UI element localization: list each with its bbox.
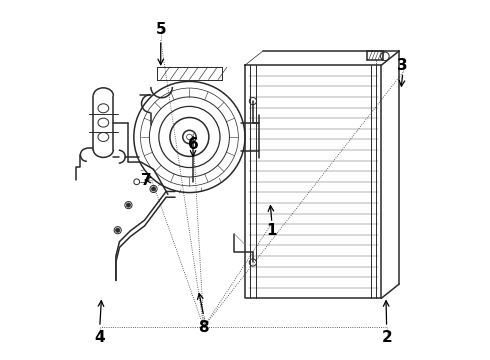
Text: 3: 3: [397, 58, 408, 73]
Text: 5: 5: [155, 22, 166, 37]
Circle shape: [187, 134, 192, 140]
Text: 4: 4: [95, 330, 105, 345]
Text: 2: 2: [381, 330, 392, 345]
Circle shape: [151, 187, 156, 191]
Text: 8: 8: [198, 320, 209, 334]
Circle shape: [116, 228, 120, 232]
Text: 7: 7: [141, 172, 152, 188]
Circle shape: [126, 203, 131, 207]
Text: 1: 1: [267, 223, 277, 238]
Text: 6: 6: [188, 137, 198, 152]
